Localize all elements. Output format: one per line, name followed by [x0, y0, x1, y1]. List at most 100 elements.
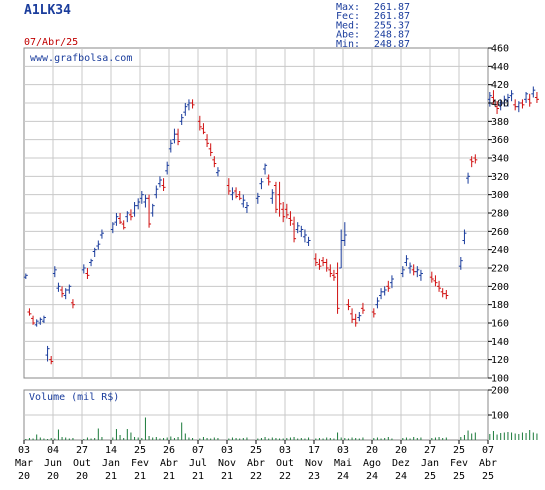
ohlc-bar [56, 282, 61, 292]
x-tick-label: 03 [337, 445, 349, 456]
ohlc-bar [277, 181, 282, 217]
ticker-title: A1LK34 [24, 3, 71, 18]
ohlc-bar [513, 99, 518, 111]
x-tick-label: 25 [424, 471, 436, 482]
ohlc-bar [150, 203, 155, 217]
ohlc-bar [226, 178, 231, 195]
ohlc-bar [534, 92, 539, 103]
ohlc-bar [255, 192, 260, 204]
ohlc-bar [371, 308, 376, 318]
ohlc-bar [270, 189, 275, 204]
x-tick-label: Mai [334, 458, 352, 469]
price-tick-label: 400 [491, 99, 509, 110]
x-tick-label: 20 [395, 445, 407, 456]
price-tick-label: 100 [491, 374, 509, 385]
price-tick-label: 300 [491, 190, 509, 201]
price-tick-label: 440 [491, 62, 509, 73]
ohlc-bar [197, 115, 202, 131]
ohlc-bar [408, 262, 413, 274]
stat-value: 248.87 [374, 39, 410, 50]
x-tick-label: 26 [163, 445, 175, 456]
x-tick-label: 20 [18, 471, 30, 482]
x-tick-label: 22 [279, 471, 291, 482]
x-tick-label: 24 [366, 471, 378, 482]
ohlc-bar [114, 213, 119, 226]
x-tick-label: 25 [250, 445, 262, 456]
ohlc-bar [147, 194, 152, 228]
chart-date: 07/Abr/25 [24, 37, 78, 48]
ohlc-bar [415, 266, 420, 278]
volume-axis-ticks: 100 200 [488, 386, 509, 422]
x-tick-label: 21 [163, 471, 175, 482]
ohlc-bar [458, 257, 463, 270]
x-tick-label: 21 [221, 471, 233, 482]
ohlc-bar [469, 156, 474, 168]
ohlc-bar [208, 143, 213, 157]
ohlc-bar [437, 280, 442, 292]
x-tick-label: 22 [250, 471, 262, 482]
ohlc-bar [45, 345, 50, 362]
ohlc-bar [382, 286, 387, 296]
volume-gridlines [24, 390, 488, 440]
ohlc-bar [31, 315, 36, 325]
ohlc-bar [60, 286, 65, 298]
x-tick-label: 21 [105, 471, 117, 482]
x-tick-label: Nov [218, 458, 236, 469]
x-tick-label: Abr [160, 458, 178, 469]
x-tick-label: Fev [450, 458, 468, 469]
ohlc-bar [263, 163, 268, 175]
ohlc-bar [70, 299, 75, 309]
stat-label: Med: [336, 20, 360, 31]
ohlc-bar [302, 229, 307, 243]
x-tick-label: Abr [247, 458, 265, 469]
ohlc-bar [67, 284, 72, 294]
ohlc-bar [136, 198, 141, 210]
stat-value: 248.87 [374, 30, 410, 41]
x-tick-label: Ago [363, 458, 381, 469]
ohlc-bar [281, 202, 286, 223]
ohlc-bar [110, 222, 115, 234]
price-axis-ticks: 100 120 140 160 180 200 220 240 260 280 300 320 340 3… [488, 44, 509, 385]
ohlc-bar [487, 92, 492, 107]
ohlc-bar [230, 187, 235, 201]
ohlc-bar [34, 319, 39, 327]
ohlc-bar [241, 194, 246, 208]
ohlc-bar [205, 134, 210, 147]
ohlc-bar [360, 302, 365, 314]
ohlc-bar [389, 275, 394, 289]
price-tick-label: 320 [491, 172, 509, 183]
ohlc-bar [295, 222, 300, 234]
x-tick-label: 24 [395, 471, 407, 482]
price-stats: Max: 261.87 Fec: 261.87 Med: 255.37 Abe: 248.87… [336, 2, 410, 50]
ohlc-bar [495, 101, 500, 114]
ohlc-bar [89, 258, 94, 267]
x-tick-label: 27 [424, 445, 436, 456]
ohlc-bar [317, 258, 322, 270]
ohlc-bar [179, 114, 184, 125]
x-tick-label: 20 [366, 445, 378, 456]
stat-label: Min: [336, 39, 360, 50]
ohlc-bar [346, 299, 351, 311]
ohlc-bar [154, 185, 159, 199]
x-tick-label: Out [276, 458, 294, 469]
stat-label: Fec: [336, 11, 360, 22]
stat-value: 255.37 [374, 20, 410, 31]
ohlc-bar [444, 290, 449, 300]
x-tick-label: Jul [189, 458, 207, 469]
ohlc-bar [81, 264, 86, 274]
x-tick-label: 23 [308, 471, 320, 482]
ohlc-bar [85, 268, 90, 279]
ohlc-bar [99, 229, 104, 239]
ohlc-bar [429, 271, 434, 283]
ohlc-bar [237, 191, 242, 201]
ohlc-bar [121, 220, 126, 230]
ohlc-bar [520, 99, 525, 109]
x-tick-label: 25 [453, 471, 465, 482]
ohlc-bar [491, 90, 496, 105]
ohlc-bar [128, 209, 133, 221]
ohlc-bar [234, 187, 239, 199]
ohlc-bar [324, 258, 329, 272]
ohlc-bar [353, 313, 358, 327]
x-tick-label: Mar [15, 458, 33, 469]
